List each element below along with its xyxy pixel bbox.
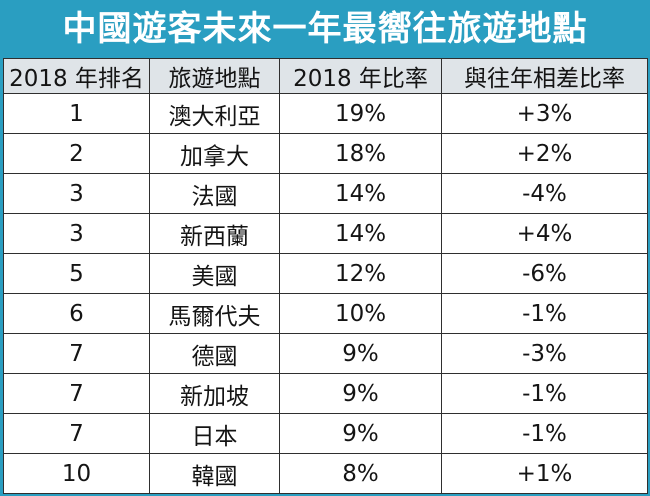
change-cell: -6% [441, 253, 648, 294]
share-cell: 14% [279, 213, 442, 254]
destination-table: 2018 年排名 旅遊地點 2018 年比率 與往年相差比率 1 澳大利亞 19% +… [3, 58, 648, 494]
rank-cell: 6 [3, 293, 150, 334]
change-cell: -1% [441, 373, 648, 414]
table-row: 6 馬爾代夫 10% -1% [3, 293, 648, 334]
change-cell: +1% [441, 453, 648, 494]
destination-cell: 馬爾代夫 [149, 293, 280, 334]
destination-cell: 日本 [149, 413, 280, 454]
rank-cell: 3 [3, 213, 150, 254]
table-row: 7 日本 9% -1% [3, 413, 648, 454]
share-cell: 14% [279, 173, 442, 214]
header-row: 2018 年排名 旅遊地點 2018 年比率 與往年相差比率 [3, 58, 648, 94]
change-cell: -3% [441, 333, 648, 374]
table-row: 3 法國 14% -4% [3, 173, 648, 214]
share-cell: 18% [279, 133, 442, 174]
share-cell: 9% [279, 373, 442, 414]
rank-cell: 7 [3, 333, 150, 374]
share-cell: 9% [279, 413, 442, 454]
table-row: 1 澳大利亞 19% +3% [3, 93, 648, 134]
column-header-share: 2018 年比率 [279, 58, 442, 94]
destination-cell: 加拿大 [149, 133, 280, 174]
share-cell: 12% [279, 253, 442, 294]
destination-cell: 法國 [149, 173, 280, 214]
column-header-change: 與往年相差比率 [441, 58, 648, 94]
destination-cell: 德國 [149, 333, 280, 374]
destination-cell: 美國 [149, 253, 280, 294]
destination-cell: 新西蘭 [149, 213, 280, 254]
table-row: 3 新西蘭 14% +4% [3, 213, 648, 254]
table-row: 2 加拿大 18% +2% [3, 133, 648, 174]
share-cell: 10% [279, 293, 442, 334]
destination-cell: 韓國 [149, 453, 280, 494]
column-header-rank: 2018 年排名 [3, 58, 150, 94]
chart-title: 中國遊客未來一年最嚮往旅遊地點 [62, 9, 588, 49]
rank-cell: 5 [3, 253, 150, 294]
rank-cell: 3 [3, 173, 150, 214]
rank-cell: 7 [3, 373, 150, 414]
share-cell: 9% [279, 333, 442, 374]
share-cell: 19% [279, 93, 442, 134]
change-cell: -1% [441, 413, 648, 454]
change-cell: -1% [441, 293, 648, 334]
rank-cell: 7 [3, 413, 150, 454]
table-row: 7 新加坡 9% -1% [3, 373, 648, 414]
table-row: 10 韓國 8% +1% [3, 453, 648, 494]
change-cell: -4% [441, 173, 648, 214]
rank-cell: 1 [3, 93, 150, 134]
destination-cell: 澳大利亞 [149, 93, 280, 134]
table-row: 7 德國 9% -3% [3, 333, 648, 374]
destination-cell: 新加坡 [149, 373, 280, 414]
rank-cell: 10 [3, 453, 150, 494]
change-cell: +4% [441, 213, 648, 254]
change-cell: +3% [441, 93, 648, 134]
table-body: 1 澳大利亞 19% +3% 2 加拿大 18% +2% 3 法國 14% -4% 3 新西蘭 14% +4%… [3, 93, 648, 494]
change-cell: +2% [441, 133, 648, 174]
rank-cell: 2 [3, 133, 150, 174]
table-row: 5 美國 12% -6% [3, 253, 648, 294]
share-cell: 8% [279, 453, 442, 494]
column-header-destination: 旅遊地點 [149, 58, 280, 94]
